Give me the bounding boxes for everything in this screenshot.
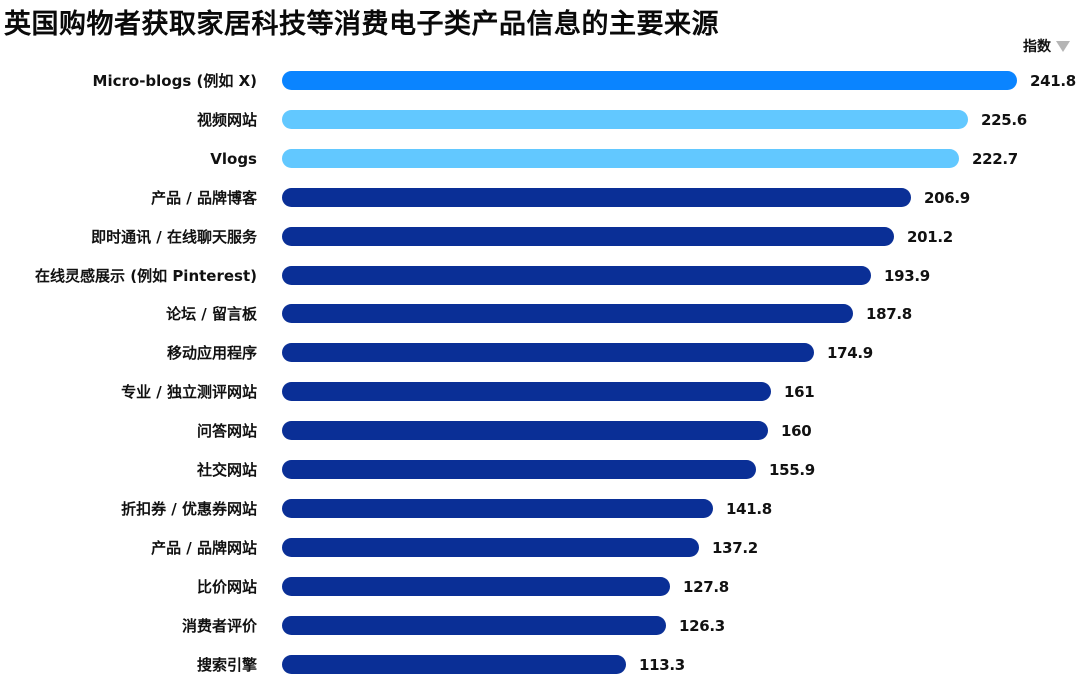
category-label: 论坛 / 留言板 <box>166 305 257 324</box>
bar <box>282 304 853 324</box>
value-label: 222.7 <box>972 149 1018 168</box>
legend[interactable]: 指数 <box>1023 36 1070 56</box>
chart-row: 移动应用程序 174.9 <box>0 341 1080 365</box>
value-label: 141.8 <box>726 499 772 518</box>
value-label: 137.2 <box>712 538 758 557</box>
value-label: 127.8 <box>683 577 729 596</box>
value-label: 155.9 <box>769 461 815 479</box>
chart-row: 搜索引擎 113.3 <box>0 653 1080 677</box>
category-label: 折扣券 / 优惠券网站 <box>121 499 257 518</box>
chart-row: 在线灵感展示 (例如 Pinterest) 193.9 <box>0 264 1080 288</box>
value-label: 206.9 <box>924 188 970 207</box>
category-label: Micro-blogs (例如 X) <box>92 72 257 90</box>
chart-row: Vlogs 222.7 <box>0 147 1080 171</box>
category-label: 产品 / 品牌博客 <box>151 188 257 207</box>
chart-row: 专业 / 独立测评网站 161 <box>0 380 1080 404</box>
chart-row: 产品 / 品牌网站 137.2 <box>0 536 1080 560</box>
bar <box>282 382 771 402</box>
bar <box>282 187 911 207</box>
bar <box>282 498 713 518</box>
sort-descending-icon[interactable] <box>1056 40 1070 52</box>
chart-title: 英国购物者获取家居科技等消费电子类产品信息的主要来源 <box>4 9 719 40</box>
value-label: 241.8 <box>1030 72 1076 90</box>
bar <box>282 654 626 674</box>
bar <box>282 71 1017 90</box>
chart-row: 论坛 / 留言板 187.8 <box>0 302 1080 326</box>
bar <box>282 421 768 441</box>
value-label: 113.3 <box>639 655 685 674</box>
chart-row: 折扣券 / 优惠券网站 141.8 <box>0 497 1080 521</box>
bar <box>282 343 814 363</box>
category-label: 产品 / 品牌网站 <box>151 538 257 557</box>
legend-label: 指数 <box>1023 39 1051 55</box>
category-label: Vlogs <box>210 149 257 168</box>
value-label: 201.2 <box>907 227 953 246</box>
category-label: 在线灵感展示 (例如 Pinterest) <box>35 266 257 285</box>
chart-row: 即时通讯 / 在线聊天服务 201.2 <box>0 225 1080 249</box>
value-label: 193.9 <box>884 266 930 285</box>
value-label: 187.8 <box>866 305 912 324</box>
chart-row: 社交网站 155.9 <box>0 458 1080 482</box>
bar <box>282 265 871 285</box>
bar <box>282 576 670 596</box>
value-label: 161 <box>784 383 815 402</box>
chart-row: 产品 / 品牌博客 206.9 <box>0 186 1080 210</box>
bar <box>282 615 666 635</box>
chart-row: 问答网站 160 <box>0 419 1080 443</box>
category-label: 专业 / 独立测评网站 <box>121 383 257 402</box>
value-label: 126.3 <box>679 616 725 635</box>
category-label: 消费者评价 <box>181 616 257 635</box>
value-label: 174.9 <box>827 344 873 363</box>
bar <box>282 460 756 479</box>
category-label: 搜索引擎 <box>196 655 257 674</box>
category-label: 问答网站 <box>196 422 257 441</box>
category-label: 社交网站 <box>196 461 257 479</box>
category-label: 比价网站 <box>196 577 257 596</box>
chart-row: 比价网站 127.8 <box>0 575 1080 599</box>
bar <box>282 226 894 246</box>
bar <box>282 109 968 129</box>
chart-row: 视频网站 225.6 <box>0 108 1080 132</box>
chart-row: Micro-blogs (例如 X) 241.8 <box>0 69 1080 93</box>
chart-row: 消费者评价 126.3 <box>0 614 1080 638</box>
category-label: 视频网站 <box>196 110 257 129</box>
category-label: 即时通讯 / 在线聊天服务 <box>91 227 257 246</box>
value-label: 225.6 <box>981 110 1027 129</box>
bar <box>282 537 699 557</box>
bar <box>282 148 959 168</box>
category-label: 移动应用程序 <box>166 344 257 363</box>
value-label: 160 <box>781 422 812 441</box>
